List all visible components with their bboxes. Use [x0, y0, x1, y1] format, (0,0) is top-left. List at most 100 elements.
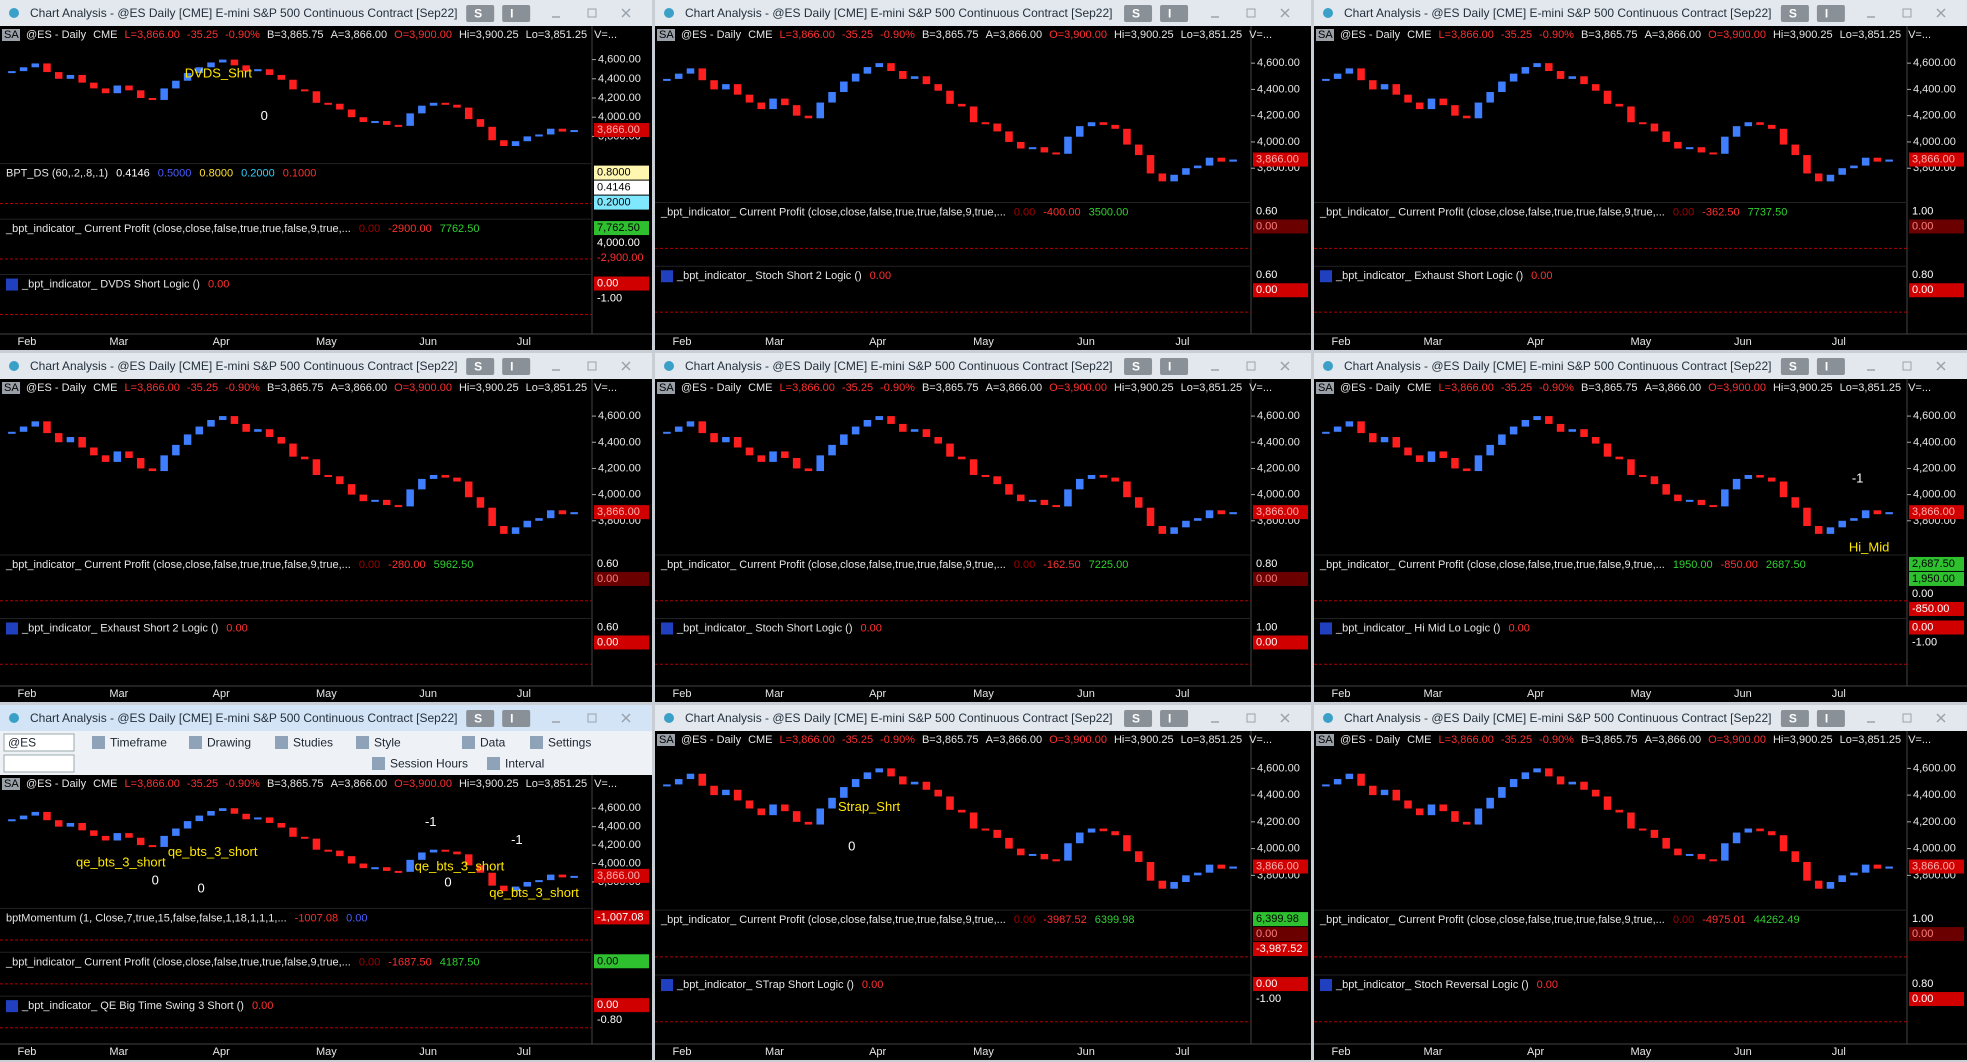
title-button[interactable]	[1160, 358, 1189, 375]
price-tick-label: 4,000.00	[1913, 136, 1956, 148]
candle	[804, 115, 813, 119]
title-button[interactable]	[466, 710, 495, 727]
candle	[382, 499, 391, 506]
scale-label-box	[1909, 571, 1964, 586]
title-button[interactable]	[1816, 5, 1845, 22]
maximize-button[interactable]	[1246, 361, 1256, 371]
candle	[218, 59, 227, 63]
toolbar-icon[interactable]	[487, 757, 500, 770]
toolbar-icon[interactable]	[356, 736, 369, 749]
close-button[interactable]	[1280, 361, 1290, 371]
candle	[1357, 421, 1365, 434]
maximize-button[interactable]	[587, 361, 597, 371]
close-button[interactable]	[1936, 8, 1946, 18]
close-button[interactable]	[1280, 713, 1290, 723]
title-button[interactable]	[502, 710, 531, 727]
candle	[78, 437, 86, 448]
close-button[interactable]	[621, 361, 631, 371]
maximize-button[interactable]	[587, 8, 597, 18]
candle	[476, 119, 485, 127]
candle	[511, 527, 520, 534]
maximize-button[interactable]	[1246, 8, 1256, 18]
candle	[1392, 437, 1401, 448]
maximize-button[interactable]	[1246, 713, 1256, 723]
close-button[interactable]	[1280, 8, 1290, 18]
title-button[interactable]	[466, 5, 495, 22]
title-button[interactable]	[1160, 5, 1189, 22]
title-button[interactable]	[502, 5, 531, 22]
indicator-label: _bpt_indicator_ Current Profit (close,cl…	[660, 914, 1134, 926]
price-tick-label: 4,200.00	[1913, 462, 1956, 474]
candle	[265, 69, 274, 75]
title-button[interactable]	[466, 358, 495, 375]
title-button[interactable]	[1816, 358, 1845, 375]
maximize-button[interactable]	[1902, 713, 1912, 723]
title-button[interactable]	[1124, 5, 1153, 22]
indicator-label: _bpt_indicator_ Exhaust Short Logic () 0.…	[1335, 270, 1553, 282]
candle	[981, 828, 990, 831]
candle	[1474, 102, 1483, 119]
toolbar-menu[interactable]: Settings	[548, 736, 591, 750]
indicator-name: _bpt_indicator_ Current Profit (close,cl…	[1319, 559, 1665, 571]
toolbar-icon[interactable]	[275, 736, 288, 749]
close-button[interactable]	[1936, 713, 1946, 723]
toolbar-icon[interactable]	[189, 736, 202, 749]
quote-line: @ES - Daily CME L=3,866.00 -35.25 -0.90% B=3,…	[681, 734, 1272, 746]
title-button[interactable]	[1124, 710, 1153, 727]
maximize-button[interactable]	[1902, 361, 1912, 371]
toolbar-menu[interactable]: Session Hours	[390, 757, 468, 771]
close-button[interactable]	[1936, 361, 1946, 371]
toolbar-icon[interactable]	[462, 736, 475, 749]
candle	[1170, 174, 1178, 182]
candle	[1674, 141, 1682, 149]
symbol-input[interactable]	[3, 733, 75, 752]
toolbar-icon[interactable]	[92, 736, 105, 749]
toolbar-icon[interactable]	[530, 736, 543, 749]
interval-input[interactable]	[3, 754, 75, 773]
indicator-name: bptMomentum (1, Close,7,true,15,false,fa…	[6, 912, 287, 924]
candle	[195, 815, 204, 822]
toolbar-menu[interactable]: Interval	[505, 757, 544, 771]
toolbar-menu[interactable]: Studies	[293, 736, 333, 750]
candle	[1380, 84, 1389, 90]
candle	[31, 63, 40, 68]
quote-field: O=3,900.00	[394, 29, 452, 41]
candle	[1392, 84, 1401, 95]
title-button[interactable]	[1816, 710, 1845, 727]
title-button[interactable]	[1780, 5, 1809, 22]
month-label: Jul	[1832, 1046, 1846, 1058]
title-button[interactable]	[1780, 710, 1809, 727]
chart-annotation: 0	[261, 108, 268, 123]
candle	[1415, 102, 1424, 110]
quote-field: Lo=3,851.25	[1181, 29, 1242, 41]
title-button[interactable]	[502, 358, 531, 375]
toolbar-menu[interactable]: Timeframe	[110, 736, 167, 750]
close-button[interactable]	[621, 8, 631, 18]
quote-field: A=3,866.00	[986, 382, 1043, 394]
indicator-value: -3987.52	[1043, 914, 1086, 926]
toolbar-menu[interactable]: Style	[374, 736, 401, 750]
title-button[interactable]	[1780, 358, 1809, 375]
candle	[1052, 505, 1060, 508]
title-button[interactable]	[1124, 358, 1153, 375]
maximize-button[interactable]	[587, 713, 597, 723]
plot-group: SA @ES - Daily CME L=3,866.00 -35.25 -0.90% B=…	[1314, 734, 1931, 1023]
candle	[359, 494, 368, 502]
candle	[1568, 781, 1577, 785]
candle	[663, 431, 671, 434]
toolbar-menu[interactable]: Data	[480, 736, 506, 750]
candle	[1111, 124, 1119, 129]
toolbar-icon[interactable]	[372, 757, 385, 770]
candle	[1533, 768, 1541, 773]
candle	[488, 126, 496, 141]
maximize-button[interactable]	[1902, 8, 1912, 18]
quote-field: L=3,866.00	[125, 29, 180, 41]
close-button[interactable]	[621, 713, 631, 723]
candle	[570, 875, 578, 878]
scale-label: 0.60	[1256, 205, 1277, 217]
scale-label-box	[1909, 219, 1964, 234]
title-button[interactable]	[1160, 710, 1189, 727]
toolbar-menu[interactable]: Drawing	[207, 736, 251, 750]
last-price-label: 3,866.00	[1256, 506, 1299, 518]
candle	[1826, 527, 1835, 534]
